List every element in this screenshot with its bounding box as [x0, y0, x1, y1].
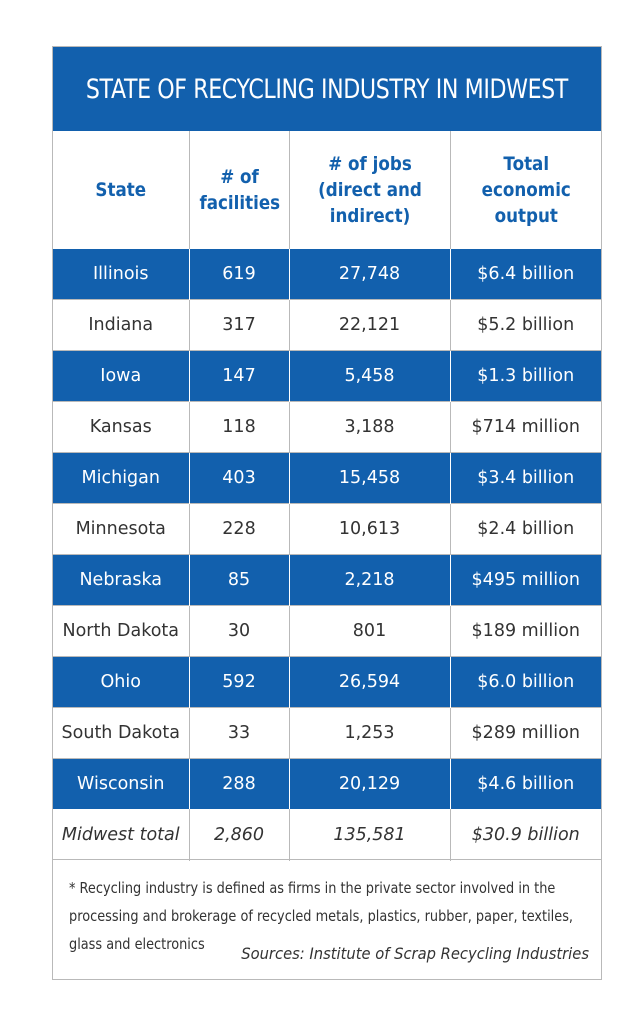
table-row: Illinois 619 27,748 $6.4 billion	[53, 249, 601, 300]
table-row: Kansas 118 3,188 $714 million	[53, 401, 601, 453]
cell-state: Iowa	[53, 350, 189, 402]
table-row: Indiana 317 22,121 $5.2 billion	[53, 299, 601, 351]
table-row: Michigan 403 15,458 $3.4 billion	[53, 452, 601, 504]
cell-state: North Dakota	[53, 605, 189, 657]
title-bar: STATE OF RECYCLING INDUSTRY IN MIDWEST	[53, 47, 601, 131]
cell-jobs: 10,613	[288, 503, 450, 555]
cell-output: $1.3 billion	[449, 350, 601, 402]
column-header-facilities: # of facilities	[188, 131, 289, 249]
cell-output: $495 million	[449, 554, 601, 606]
cell-facilities: 33	[188, 707, 289, 759]
cell-output: $6.0 billion	[449, 656, 601, 708]
table-row: Minnesota 228 10,613 $2.4 billion	[53, 503, 601, 555]
recycling-infographic: STATE OF RECYCLING INDUSTRY IN MIDWEST S…	[52, 46, 602, 980]
cell-facilities: 85	[188, 554, 289, 606]
header-line: indirect)	[329, 205, 410, 227]
cell-facilities: 228	[188, 503, 289, 555]
table-row: Iowa 147 5,458 $1.3 billion	[53, 350, 601, 402]
column-header-output: Total economic output	[449, 131, 601, 249]
table-row: Ohio 592 26,594 $6.0 billion	[53, 656, 601, 708]
cell-jobs: 22,121	[288, 299, 450, 351]
column-header-jobs: # of jobs (direct and indirect)	[288, 131, 450, 249]
total-row: Midwest total 2,860 135,581 $30.9 billion	[53, 809, 601, 861]
cell-jobs: 801	[288, 605, 450, 657]
page-title: STATE OF RECYCLING INDUSTRY IN MIDWEST	[85, 73, 569, 105]
cell-jobs: 1,253	[288, 707, 450, 759]
cell-facilities: 592	[188, 656, 289, 708]
table-row: Nebraska 85 2,218 $495 million	[53, 554, 601, 606]
total-cell-facilities: 2,860	[188, 809, 289, 861]
cell-facilities: 317	[188, 299, 289, 351]
cell-facilities: 118	[188, 401, 289, 453]
footnote: * Recycling industry is defined as firms…	[69, 879, 574, 953]
notes-section: * Recycling industry is defined as firms…	[53, 859, 601, 979]
cell-state: Nebraska	[53, 554, 189, 606]
cell-output: $5.2 billion	[449, 299, 601, 351]
table-row: North Dakota 30 801 $189 million	[53, 605, 601, 657]
source-note: Sources: Institute of Scrap Recycling In…	[241, 944, 589, 963]
cell-state: Kansas	[53, 401, 189, 453]
header-line: # of jobs	[327, 153, 412, 175]
total-cell-state: Midwest total	[53, 809, 189, 861]
cell-facilities: 288	[188, 758, 289, 809]
cell-output: $3.4 billion	[449, 452, 601, 504]
recycling-table: State # of facilities # of jobs (direct …	[53, 131, 601, 861]
cell-state: Michigan	[53, 452, 189, 504]
cell-output: $2.4 billion	[449, 503, 601, 555]
cell-jobs: 5,458	[288, 350, 450, 402]
total-cell-output: $30.9 billion	[449, 809, 601, 861]
cell-state: Indiana	[53, 299, 189, 351]
total-cell-jobs: 135,581	[288, 809, 450, 861]
header-line: facilities	[198, 192, 280, 214]
table-row: Wisconsin 288 20,129 $4.6 billion	[53, 758, 601, 809]
cell-state: Ohio	[53, 656, 189, 708]
header-line: (direct and	[317, 179, 422, 201]
cell-facilities: 147	[188, 350, 289, 402]
cell-output: $4.6 billion	[449, 758, 601, 809]
cell-state: Wisconsin	[53, 758, 189, 809]
cell-state: South Dakota	[53, 707, 189, 759]
cell-state: Illinois	[53, 249, 189, 300]
cell-output: $189 million	[449, 605, 601, 657]
table-row: South Dakota 33 1,253 $289 million	[53, 707, 601, 759]
cell-output: $6.4 billion	[449, 249, 601, 300]
cell-output: $289 million	[449, 707, 601, 759]
cell-jobs: 15,458	[288, 452, 450, 504]
table-header-row: State # of facilities # of jobs (direct …	[53, 131, 601, 249]
cell-output: $714 million	[449, 401, 601, 453]
cell-jobs: 20,129	[288, 758, 450, 809]
table-body: Illinois 619 27,748 $6.4 billion Indiana 317 2…	[53, 249, 601, 861]
header-line: # of	[219, 166, 259, 188]
header-line: State	[95, 179, 147, 201]
cell-facilities: 403	[188, 452, 289, 504]
header-line: economic	[481, 179, 571, 201]
cell-facilities: 30	[188, 605, 289, 657]
cell-jobs: 3,188	[288, 401, 450, 453]
cell-state: Minnesota	[53, 503, 189, 555]
column-header-state: State	[53, 131, 189, 249]
header-line: Total	[502, 153, 549, 175]
cell-jobs: 27,748	[288, 249, 450, 300]
header-line: output	[494, 205, 558, 227]
cell-jobs: 2,218	[288, 554, 450, 606]
cell-facilities: 619	[188, 249, 289, 300]
cell-jobs: 26,594	[288, 656, 450, 708]
